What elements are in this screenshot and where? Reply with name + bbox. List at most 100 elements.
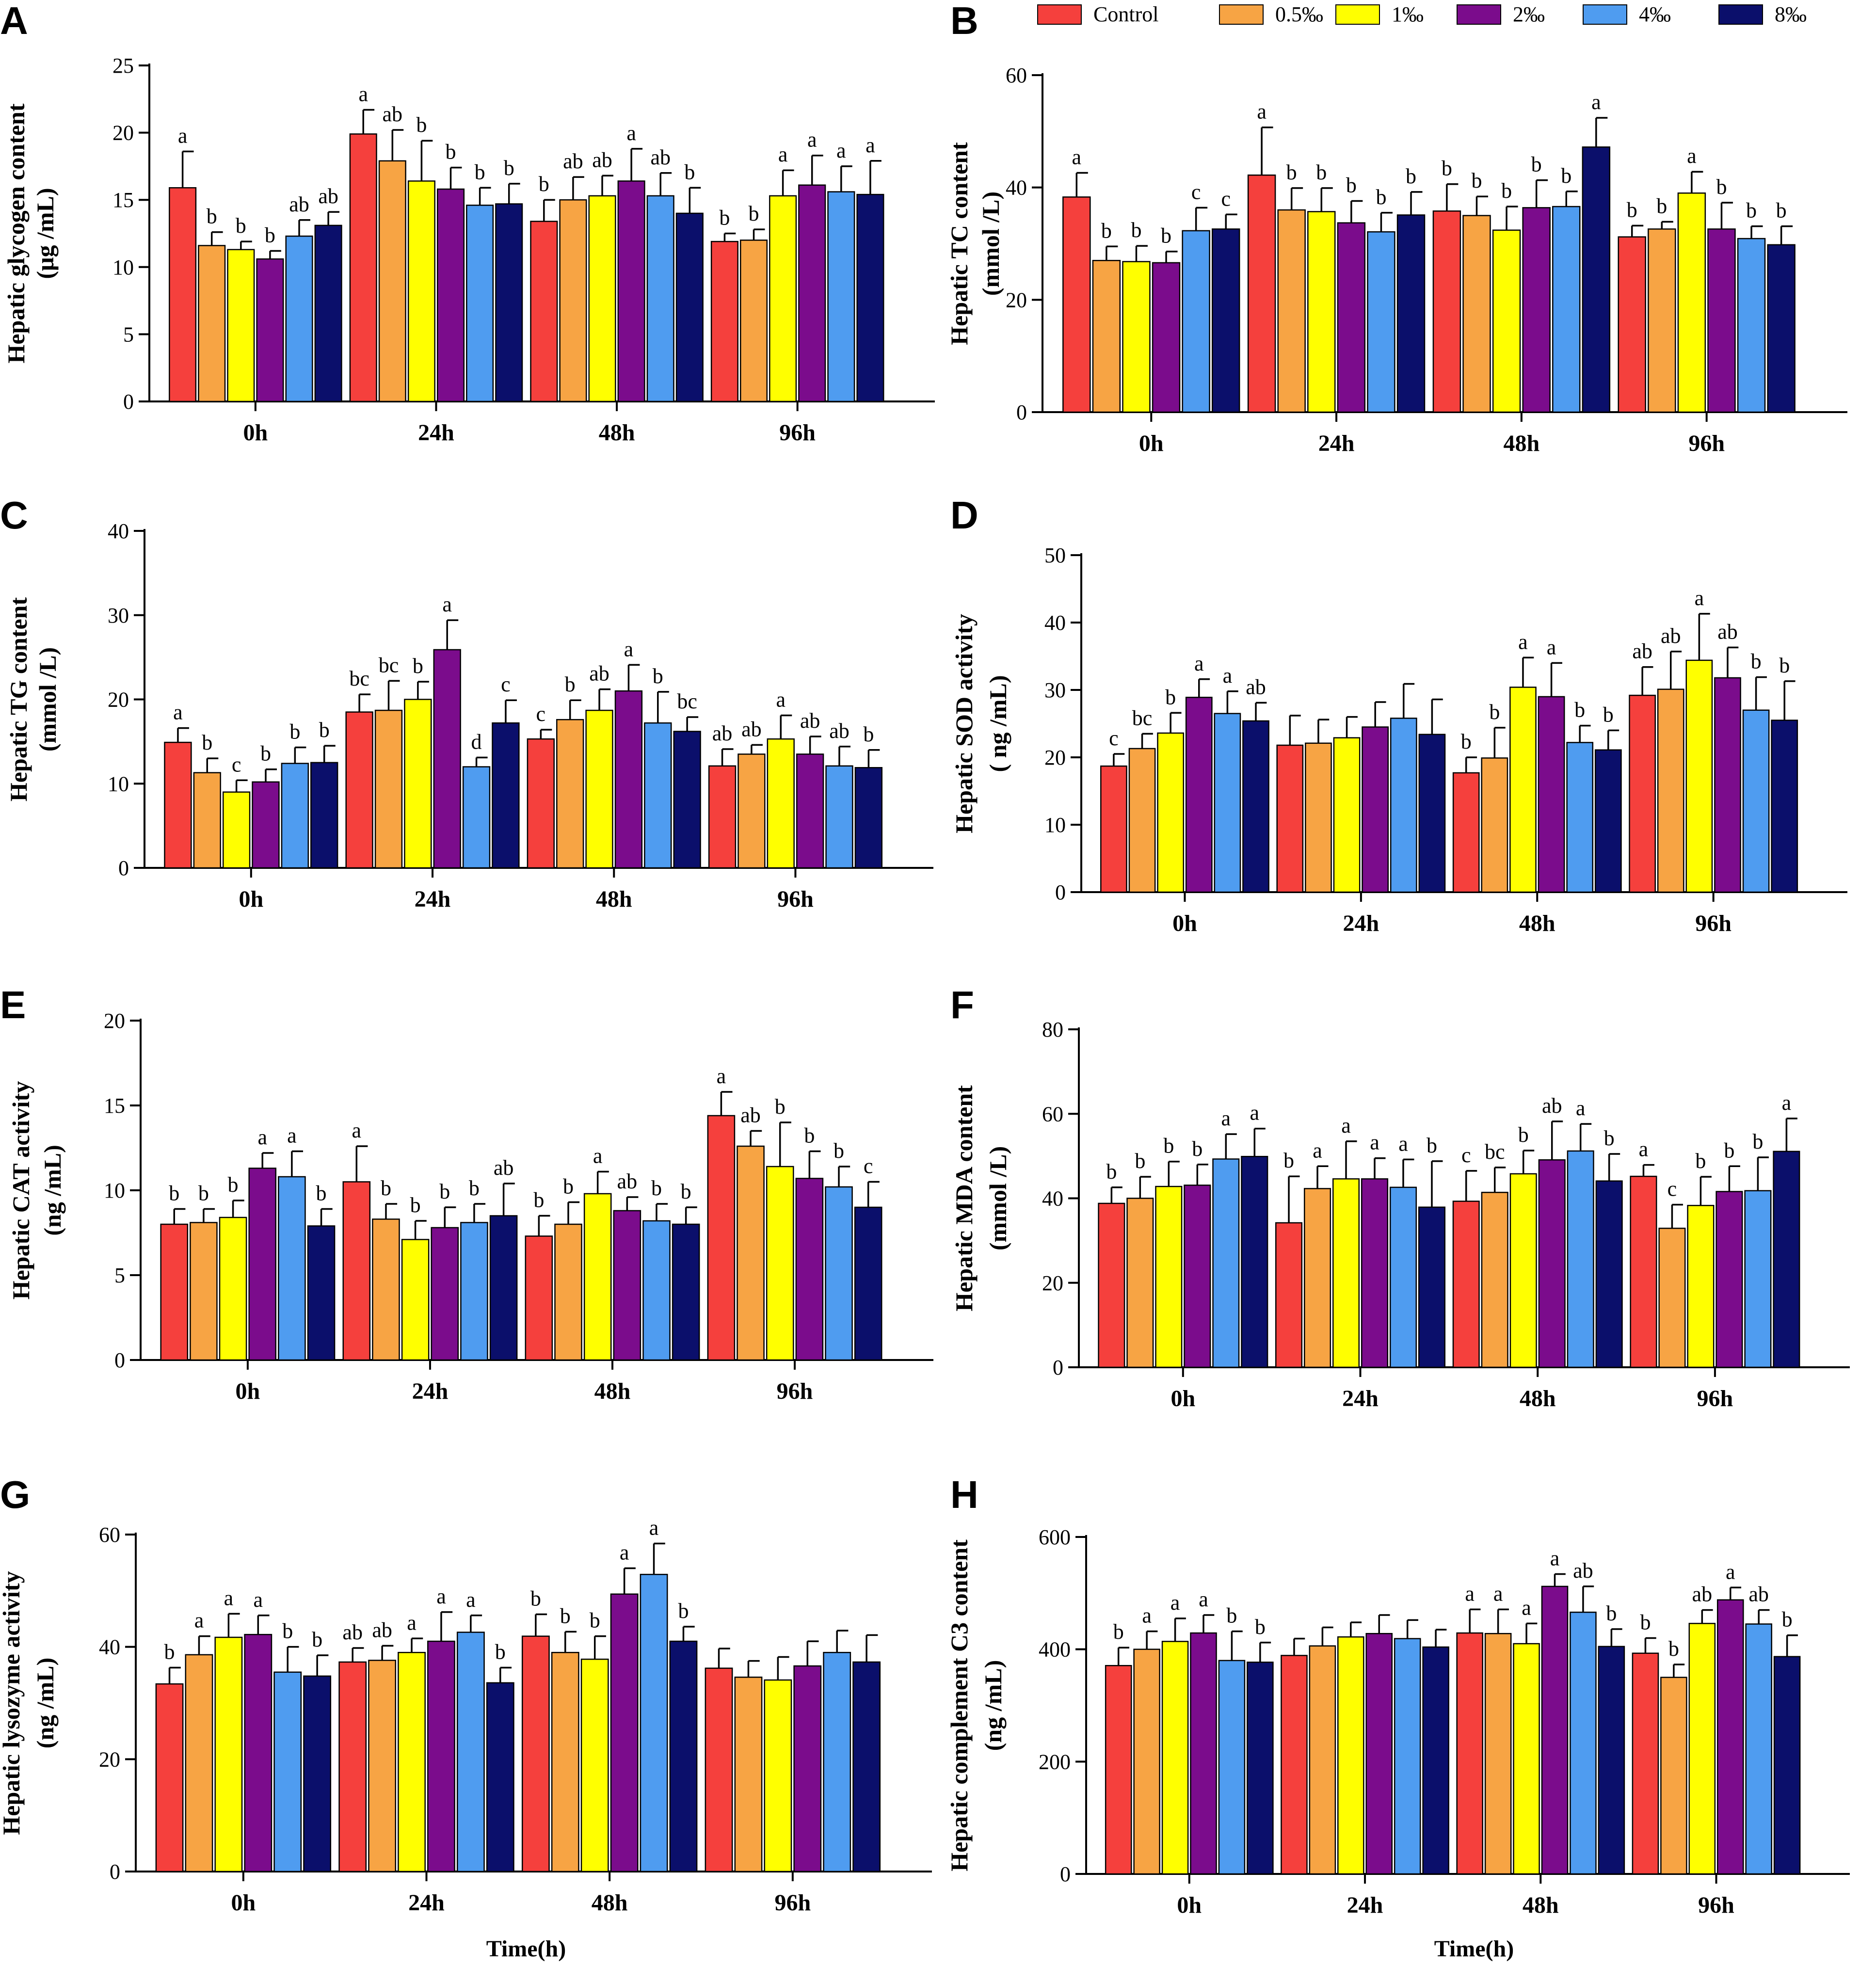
significance-label: b [775,1095,786,1119]
bar [1390,718,1417,893]
significance-label: b [260,742,271,766]
legend-swatch [1335,4,1380,25]
significance-label: ab [318,184,338,208]
bar [193,772,221,869]
bar [1190,1632,1217,1875]
significance-label: a [1194,652,1204,675]
significance-label: b [1627,198,1637,222]
bar [486,1682,514,1872]
x-tick-label: 0h [1170,1386,1195,1411]
y-tick-label: 40 [99,1635,120,1659]
bar [764,1679,792,1872]
significance-label: b [1376,185,1386,209]
bar [1582,146,1611,413]
bar [1105,1665,1132,1875]
significance-label: b [560,1604,571,1628]
bar [1598,1646,1625,1875]
significance-label: ab [1717,620,1738,643]
bar [1092,260,1121,413]
bar [1218,1660,1246,1875]
panel-d: D Hepatic SOD activity( ng /mL) 0 10 20 30 40 5… [950,494,1847,936]
y-axis-label: Hepatic SOD activity [950,614,978,833]
panel-letter: B [950,0,978,42]
bar [1126,1198,1154,1368]
bar [672,1223,700,1361]
bar [219,1216,247,1361]
significance-label: b [533,1188,544,1212]
bar [398,1652,426,1872]
bar [1742,709,1770,893]
bar [556,719,584,869]
y-tick-label: 0 [114,1348,125,1372]
significance-label: ab [342,1620,363,1644]
significance-label: a [1639,1137,1649,1161]
significance-label: b [475,160,485,184]
significance-label: a [1223,664,1233,688]
legend-label: 2‰ [1513,2,1545,26]
significance-label: b [653,664,663,688]
bar [160,1223,189,1361]
y-tick-label: 30 [108,604,129,627]
bar [1657,688,1684,893]
bar [554,1223,582,1361]
significance-label: a [1522,1596,1531,1619]
bar [462,766,491,869]
bar [559,199,587,402]
significance-label: b [1574,698,1585,722]
bar [1594,749,1622,893]
significance-label: b [228,1173,239,1197]
y-tick-label: 15 [104,1094,125,1118]
legend-swatch [1718,4,1763,25]
significance-label: b [319,718,330,742]
significance-label: bc [379,653,399,677]
bar [1452,772,1480,893]
bar [314,224,342,402]
significance-label: b [169,1182,179,1205]
y-axis-label: ( ng /mL) [984,675,1011,772]
significance-label: b [416,113,427,137]
bar [1771,720,1798,893]
y-axis-label: (ng /mL) [39,1145,66,1236]
bar [1707,228,1736,413]
bar [825,1186,853,1361]
significance-label: a [1591,90,1601,114]
bar [198,245,226,402]
significance-label: a [1687,144,1697,168]
significance-label: ab [494,1156,514,1180]
significance-label: b [446,140,456,164]
bar [1767,244,1796,413]
bar [856,193,884,402]
significance-label: a [466,1588,476,1612]
significance-label: a [1550,1546,1560,1570]
bar [1541,1585,1569,1875]
bar [1418,1206,1446,1368]
bar [827,191,855,402]
significance-label: a [1695,586,1704,610]
bar [1714,677,1741,893]
bar [1716,1599,1744,1875]
y-tick-label: 40 [108,519,129,543]
significance-label: c [536,702,546,726]
significance-label: b [207,205,217,228]
significance-label: b [1346,173,1357,197]
significance-label: a [649,1516,659,1540]
bar [852,1661,881,1872]
bar [1367,231,1395,413]
panel-a: A Hepatic glycogen content (μg /mL) 0 5 10 15 2… [0,0,935,446]
significance-label: c [1668,1177,1677,1201]
significance-label: b [1283,1149,1294,1172]
bar [1566,742,1594,893]
significance-label: a [1142,1604,1152,1628]
bar [1513,1643,1540,1875]
panel-letter: A [0,0,28,42]
y-tick-label: 0 [1060,1862,1071,1886]
bar [1214,713,1241,893]
significance-label: b [1161,224,1171,248]
bar [1062,196,1091,413]
x-tick-label: 0h [231,1890,256,1916]
bar [1396,214,1426,413]
bar [164,741,192,869]
bar [1660,1677,1687,1875]
panel-letter: C [0,494,28,537]
significance-label: a [717,1064,726,1088]
